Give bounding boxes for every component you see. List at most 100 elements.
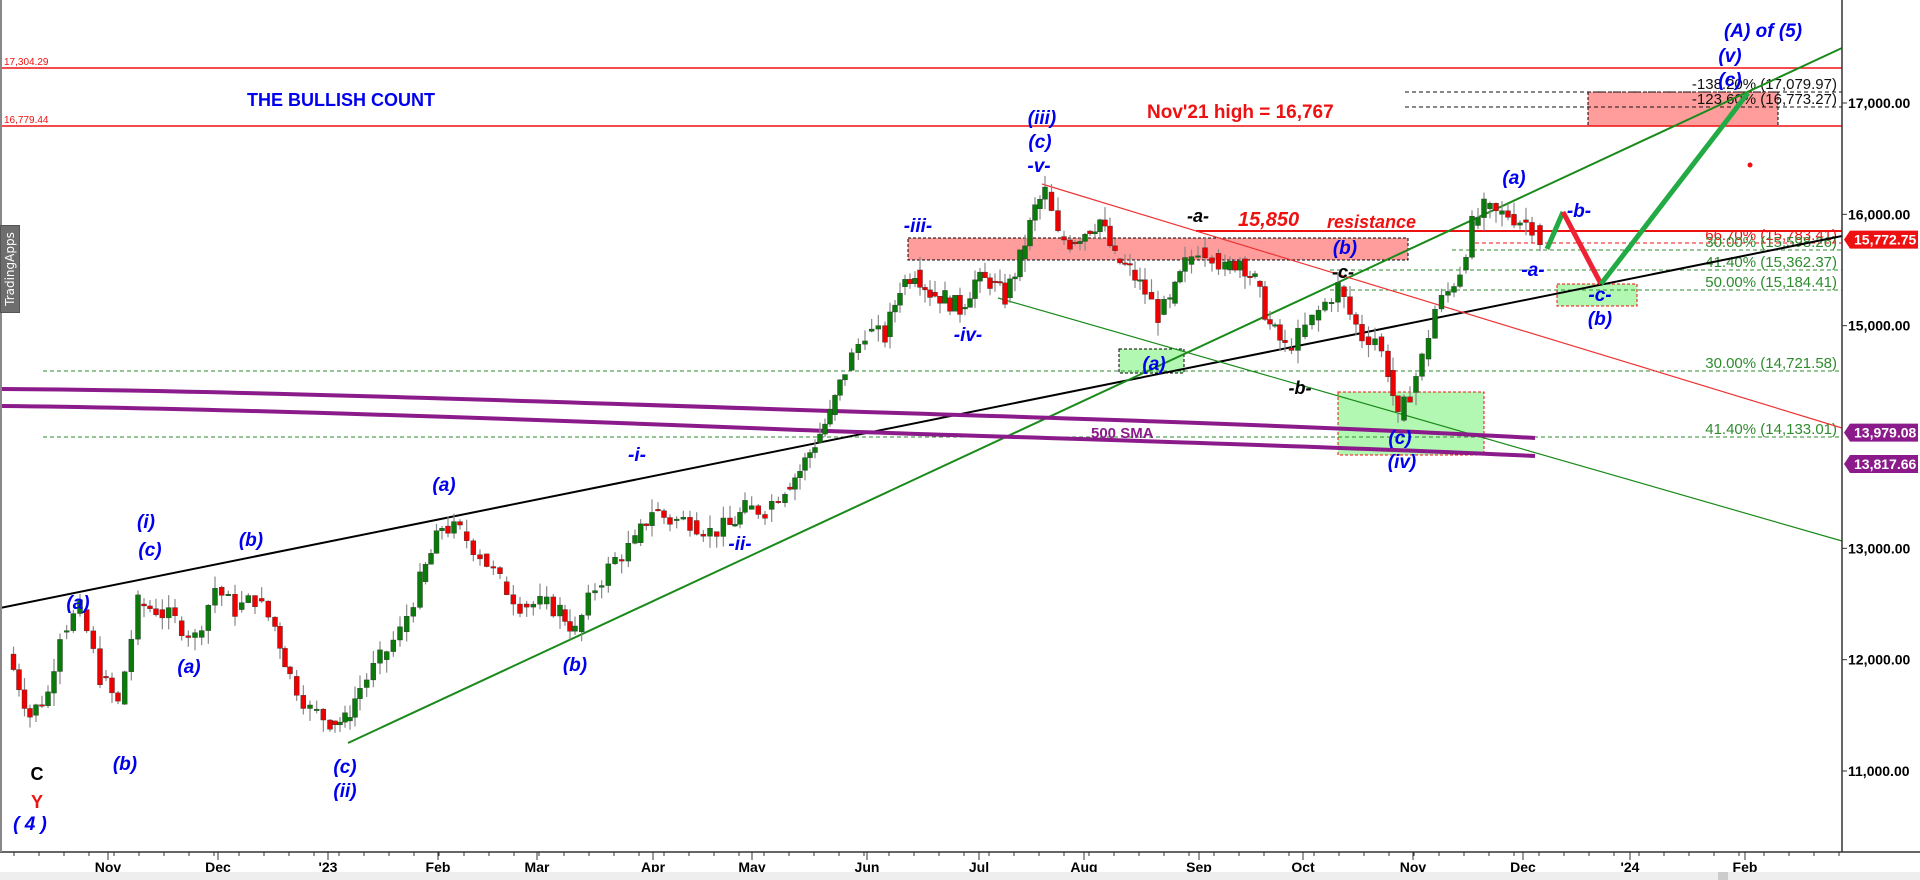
x-tick-label: Jul xyxy=(969,859,989,875)
candle-body xyxy=(562,609,568,622)
candle-body xyxy=(1365,336,1372,346)
candle-body xyxy=(667,517,673,525)
x-tick-label: Dec xyxy=(1510,859,1536,875)
x-tick-label: Feb xyxy=(1733,859,1758,875)
projection-up-2 xyxy=(1599,91,1750,286)
candle-body xyxy=(1353,314,1359,325)
candle-body xyxy=(947,297,953,312)
candle-body xyxy=(16,669,22,691)
candle-body xyxy=(868,328,875,332)
wave-label: (a) xyxy=(1142,354,1165,375)
x-tick-label: '24 xyxy=(1621,859,1640,875)
candle-body xyxy=(748,505,755,510)
candle-body xyxy=(1048,191,1055,211)
candle-body xyxy=(937,295,943,304)
candle-body xyxy=(342,712,348,723)
candle-body xyxy=(982,271,988,279)
candle-body xyxy=(1481,198,1487,218)
wave-labels: (a) (b) (i) (c) (a) (b) (c) (ii) (a) (b) -i- -ii- -i… xyxy=(13,21,1802,835)
candle-body xyxy=(83,609,90,632)
sma-500-lines xyxy=(1,387,1536,458)
sma-tag-upper: 13,979.08 xyxy=(1844,423,1918,442)
candle-body xyxy=(967,298,973,308)
wave-label: (v) xyxy=(1718,46,1741,67)
candle-body xyxy=(403,616,410,633)
candle-body xyxy=(1288,347,1295,351)
candle-body xyxy=(370,662,377,681)
candle-body xyxy=(572,625,578,632)
candle-body xyxy=(932,292,938,297)
candle-body xyxy=(922,287,928,291)
candle-body xyxy=(238,602,245,610)
candle-body xyxy=(927,289,933,298)
candle-body xyxy=(1517,222,1523,226)
candle-body xyxy=(1202,247,1208,259)
resistance-value: 15,850 xyxy=(1238,209,1299,231)
side-tab-label: TradingApps xyxy=(3,232,17,306)
candle-body xyxy=(1499,210,1505,215)
candle-body xyxy=(497,567,503,574)
candle-body xyxy=(357,688,363,699)
horizontal-scrollbar[interactable] xyxy=(0,872,1920,880)
candle-body xyxy=(567,621,573,632)
candle-body xyxy=(272,616,278,627)
candle-body xyxy=(1257,280,1263,287)
candle-body xyxy=(578,615,585,633)
candle-body xyxy=(51,671,57,694)
candle-body xyxy=(63,630,70,633)
candle-body xyxy=(902,279,908,287)
candle-body xyxy=(463,531,470,541)
candle-body xyxy=(45,691,51,706)
candle-body xyxy=(1067,239,1073,250)
candle-body xyxy=(827,408,833,425)
wave-label: (iii) xyxy=(1028,108,1057,129)
wave-label: (c) xyxy=(138,540,161,561)
tradingapps-side-tab[interactable]: TradingApps xyxy=(0,225,20,313)
candle-body xyxy=(742,500,748,513)
candle-body xyxy=(153,608,159,616)
wave-label: (c) xyxy=(1718,70,1741,91)
candle-body xyxy=(768,501,775,510)
candle-body xyxy=(258,598,265,602)
candle-body xyxy=(812,447,818,453)
candle-body xyxy=(987,277,993,289)
candle-body xyxy=(390,639,397,652)
candle-body xyxy=(70,613,77,631)
candle-body xyxy=(897,293,903,306)
wave-label: (a) xyxy=(66,593,89,614)
candle-body xyxy=(1097,219,1103,232)
wave-label: -a- xyxy=(1187,206,1209,226)
projection-down xyxy=(1560,210,1604,286)
scrollbar-thumb[interactable] xyxy=(1718,872,1728,880)
candle-body xyxy=(451,521,457,534)
candle-body xyxy=(1469,216,1475,258)
candle-body xyxy=(625,543,632,562)
candle-body xyxy=(618,559,625,562)
candle-body xyxy=(1122,262,1128,265)
candle-body xyxy=(517,603,523,614)
candle-body xyxy=(1309,314,1315,326)
candle-body xyxy=(977,271,983,282)
candle-body xyxy=(1438,295,1445,310)
fib-label: 41.40% (14,133.01) xyxy=(1705,421,1837,438)
candle-body xyxy=(439,528,445,531)
candle-body xyxy=(1282,340,1288,343)
x-tick-label: '23 xyxy=(319,859,338,875)
candle-body xyxy=(1132,269,1138,281)
fib-label: 50.00% (15,184.41) xyxy=(1705,274,1837,291)
candle-body xyxy=(1237,260,1243,271)
candle-body xyxy=(1302,324,1308,338)
candle-body xyxy=(1493,203,1499,212)
candle-body xyxy=(1087,230,1093,234)
candle-body xyxy=(39,704,45,707)
wave-label: (b) xyxy=(113,754,137,775)
candle-body xyxy=(598,585,605,588)
candle-body xyxy=(1142,279,1148,295)
green-trendline xyxy=(347,47,1843,744)
candle-body xyxy=(1505,210,1511,218)
candle-body xyxy=(661,510,667,518)
candle-body xyxy=(159,609,166,619)
candle-body xyxy=(523,603,530,608)
candle-body xyxy=(245,595,252,603)
